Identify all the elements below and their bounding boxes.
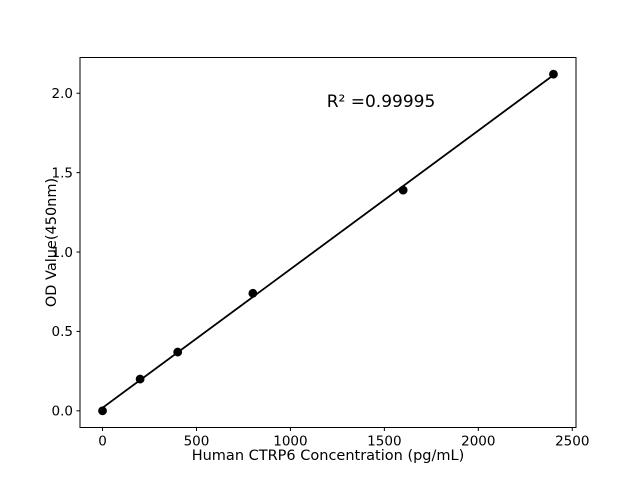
data-point xyxy=(248,288,258,298)
x-tick-label: 0 xyxy=(98,434,107,450)
data-point xyxy=(173,347,183,357)
x-axis-label: Human CTRP6 Concentration (pg/mL) xyxy=(192,448,465,464)
data-point xyxy=(549,69,558,79)
data-point xyxy=(135,374,145,384)
data-point xyxy=(398,185,408,195)
r-squared-annotation: R² =0.99995 xyxy=(327,92,436,112)
plot-border xyxy=(79,57,577,428)
y-axis-label: OD Value(450nm) xyxy=(44,178,60,307)
y-tick-label: 0.0 xyxy=(52,404,73,420)
data-point xyxy=(98,406,107,416)
x-tick-label: 1500 xyxy=(367,434,401,450)
y-tick-label: 1.0 xyxy=(52,245,73,261)
y-tick-label: 2.0 xyxy=(52,86,73,102)
regression-line xyxy=(101,74,555,409)
x-tick-label: 2000 xyxy=(461,434,495,450)
axes-spines xyxy=(79,57,577,428)
fit-line xyxy=(101,74,555,409)
x-tick-label: 1000 xyxy=(273,434,307,450)
y-tick-label: 0.5 xyxy=(52,324,73,340)
y-axis-ticks: 0.0 0.5 1.0 1.5 2.0 xyxy=(52,86,80,420)
y-tick-label: 1.5 xyxy=(52,165,73,181)
x-tick-label: 500 xyxy=(184,434,210,450)
x-axis-ticks: 0 500 1000 1500 2000 2500 xyxy=(98,427,589,450)
data-points xyxy=(98,69,558,416)
x-tick-label: 2500 xyxy=(555,434,589,450)
